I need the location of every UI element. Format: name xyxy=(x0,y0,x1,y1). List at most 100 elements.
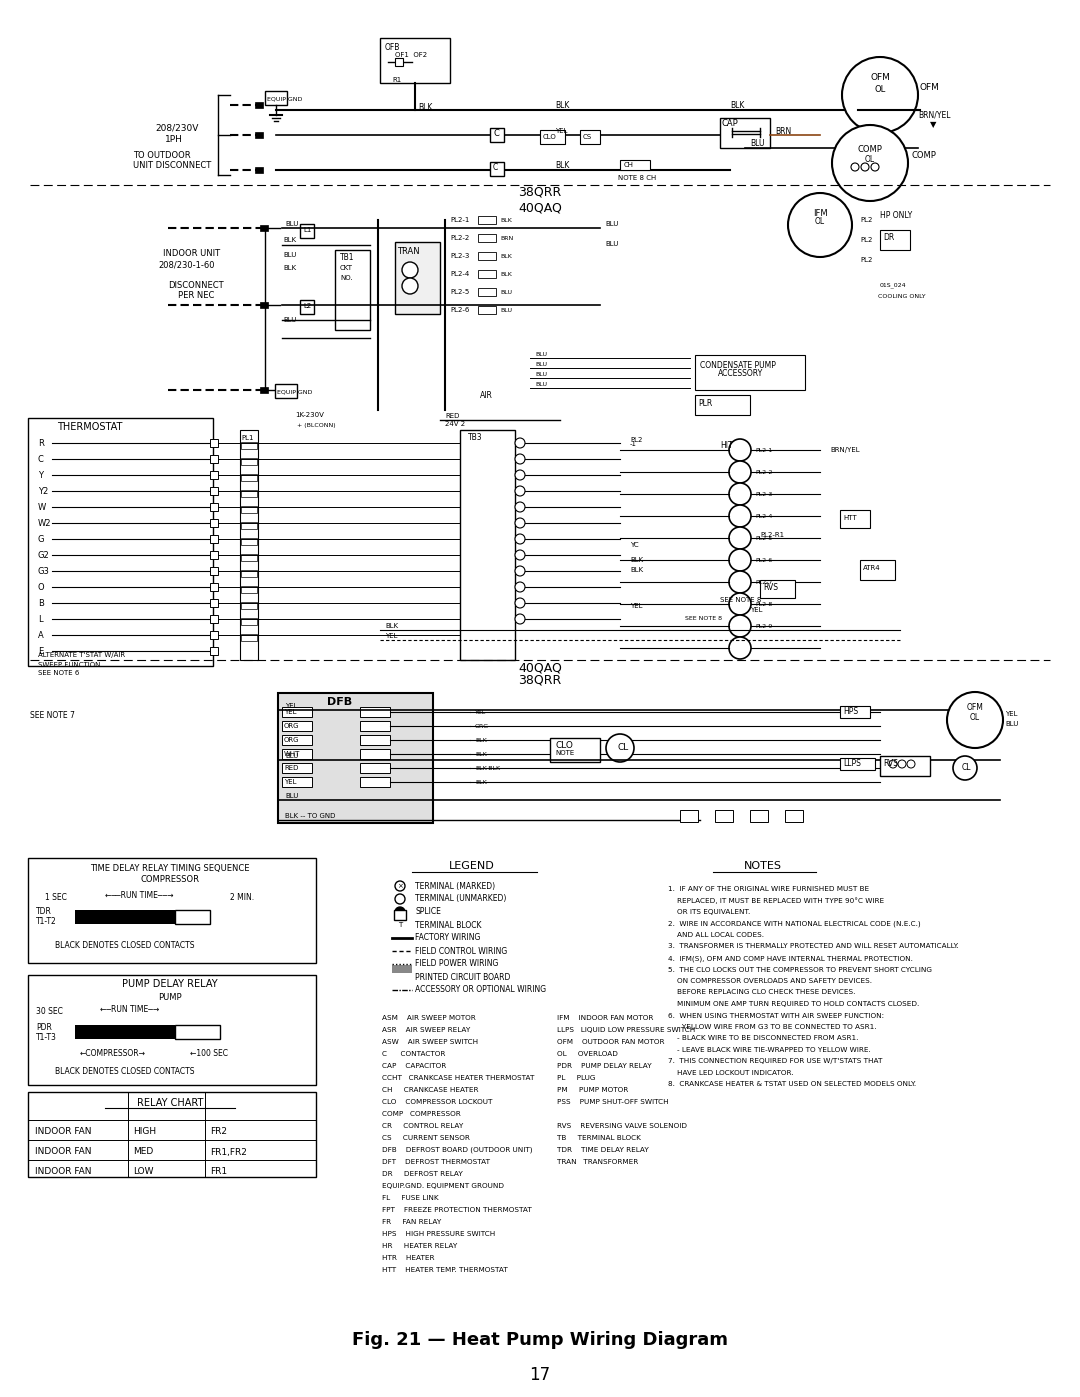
Text: AIR: AIR xyxy=(480,391,492,400)
Text: COMPRESSOR: COMPRESSOR xyxy=(140,876,200,884)
Text: C: C xyxy=(492,130,499,138)
Text: TDR    TIME DELAY RELAY: TDR TIME DELAY RELAY xyxy=(557,1147,649,1153)
Text: BLU: BLU xyxy=(535,383,546,387)
Text: FR1: FR1 xyxy=(210,1168,227,1176)
Text: DFT    DEFROST THERMOSTAT: DFT DEFROST THERMOSTAT xyxy=(382,1160,490,1165)
Text: ASR    AIR SWEEP RELAY: ASR AIR SWEEP RELAY xyxy=(382,1027,470,1032)
Circle shape xyxy=(729,504,751,527)
Bar xyxy=(840,510,870,528)
Text: G: G xyxy=(38,535,44,543)
Text: REPLACED, IT MUST BE REPLACED WITH TYPE 90°C WIRE: REPLACED, IT MUST BE REPLACED WITH TYPE … xyxy=(669,897,885,904)
Text: 208/230V: 208/230V xyxy=(156,123,199,133)
Circle shape xyxy=(953,756,977,780)
Text: PL2-4: PL2-4 xyxy=(450,271,469,277)
Text: PDR    PUMP DELAY RELAY: PDR PUMP DELAY RELAY xyxy=(557,1063,651,1069)
Bar xyxy=(360,777,390,787)
Text: CS: CS xyxy=(583,134,592,140)
Text: DFB    DEFROST BOARD (OUTDOOR UNIT): DFB DEFROST BOARD (OUTDOOR UNIT) xyxy=(382,1147,532,1154)
Text: BLK: BLK xyxy=(384,623,399,629)
Bar xyxy=(275,384,297,398)
Text: WHT: WHT xyxy=(284,752,300,757)
Text: COMP: COMP xyxy=(912,151,936,159)
Text: OFM: OFM xyxy=(967,704,984,712)
Text: Y: Y xyxy=(38,471,43,479)
Text: CH: CH xyxy=(624,162,634,168)
Text: TIME DELAY RELAY TIMING SEQUENCE: TIME DELAY RELAY TIMING SEQUENCE xyxy=(91,863,249,873)
Text: HIT: HIT xyxy=(720,440,732,450)
Text: YEL: YEL xyxy=(285,703,297,710)
Circle shape xyxy=(729,439,751,461)
Text: Fig. 21 — Heat Pump Wiring Diagram: Fig. 21 — Heat Pump Wiring Diagram xyxy=(352,1331,728,1350)
Text: CAP    CAPACITOR: CAP CAPACITOR xyxy=(382,1063,446,1069)
Circle shape xyxy=(729,592,751,615)
Text: W: W xyxy=(38,503,46,511)
Text: 17: 17 xyxy=(529,1366,551,1384)
Bar xyxy=(335,250,370,330)
Text: HTT: HTT xyxy=(843,515,856,521)
Text: DR     DEFROST RELAY: DR DEFROST RELAY xyxy=(382,1171,462,1178)
Text: YEL: YEL xyxy=(284,780,297,785)
Bar xyxy=(282,735,312,745)
Bar xyxy=(278,693,433,823)
Bar xyxy=(210,520,218,527)
Bar xyxy=(241,458,257,465)
Text: TDR: TDR xyxy=(36,908,52,916)
Bar xyxy=(860,560,895,580)
Text: - YELLOW WIRE FROM G3 TO BE CONNECTED TO ASR1.: - YELLOW WIRE FROM G3 TO BE CONNECTED TO… xyxy=(669,1024,877,1030)
Text: CLO: CLO xyxy=(555,740,572,750)
Bar xyxy=(210,550,218,559)
Text: RVS: RVS xyxy=(883,760,897,768)
Circle shape xyxy=(395,894,405,904)
Text: OL: OL xyxy=(815,218,825,226)
Bar xyxy=(241,555,257,562)
Text: BLK: BLK xyxy=(475,752,487,757)
Circle shape xyxy=(515,439,525,448)
Text: PRINTED CIRCUIT BOARD: PRINTED CIRCUIT BOARD xyxy=(415,972,511,982)
Text: CR     CONTROL RELAY: CR CONTROL RELAY xyxy=(382,1123,463,1129)
Text: 1.  IF ANY OF THE ORIGINAL WIRE FURNISHED MUST BE: 1. IF ANY OF THE ORIGINAL WIRE FURNISHED… xyxy=(669,886,869,893)
Text: BLK: BLK xyxy=(283,237,296,243)
Text: L: L xyxy=(38,615,42,623)
Bar xyxy=(550,738,600,761)
Text: BRN: BRN xyxy=(500,236,513,240)
Text: COMP   COMPRESSOR: COMP COMPRESSOR xyxy=(382,1111,461,1118)
Text: NO.: NO. xyxy=(340,275,353,281)
Text: IFM    INDOOR FAN MOTOR: IFM INDOOR FAN MOTOR xyxy=(557,1016,653,1021)
Bar xyxy=(241,506,257,513)
Text: E: E xyxy=(38,647,43,655)
Text: PDR: PDR xyxy=(36,1023,52,1031)
Bar xyxy=(300,300,314,314)
Text: BLK: BLK xyxy=(475,738,487,742)
Text: BLK: BLK xyxy=(555,162,569,170)
Text: CONDENSATE PUMP: CONDENSATE PUMP xyxy=(700,360,775,369)
Bar xyxy=(175,909,210,923)
Text: 40QAQ: 40QAQ xyxy=(518,662,562,675)
Text: ACCESSORY OR OPTIONAL WIRING: ACCESSORY OR OPTIONAL WIRING xyxy=(415,985,546,995)
Text: PM     PUMP MOTOR: PM PUMP MOTOR xyxy=(557,1087,629,1092)
Text: PL2: PL2 xyxy=(860,257,873,263)
Bar xyxy=(282,777,312,787)
Text: ←COMPRESSOR→: ←COMPRESSOR→ xyxy=(80,1049,146,1058)
Circle shape xyxy=(515,615,525,624)
Text: BLACK DENOTES CLOSED CONTACTS: BLACK DENOTES CLOSED CONTACTS xyxy=(55,940,194,950)
Bar xyxy=(380,38,450,82)
Bar xyxy=(210,471,218,479)
Bar xyxy=(360,763,390,773)
Text: BLK: BLK xyxy=(418,102,432,112)
Text: T1-T3: T1-T3 xyxy=(36,1032,57,1042)
Circle shape xyxy=(402,263,418,278)
Text: FL     FUSE LINK: FL FUSE LINK xyxy=(382,1194,438,1201)
Bar xyxy=(241,634,257,641)
Text: RED: RED xyxy=(284,766,298,771)
Text: BLK -- TO GND: BLK -- TO GND xyxy=(285,813,336,819)
Text: IFM: IFM xyxy=(812,208,827,218)
Bar xyxy=(282,707,312,717)
Text: PL     PLUG: PL PLUG xyxy=(557,1076,595,1081)
Bar xyxy=(395,59,403,66)
Text: PL2-7: PL2-7 xyxy=(755,580,772,584)
Text: BLK: BLK xyxy=(283,265,296,271)
Bar xyxy=(580,130,600,144)
Text: 40QAQ: 40QAQ xyxy=(518,201,562,215)
Text: RVS: RVS xyxy=(762,584,778,592)
Text: PL2: PL2 xyxy=(860,217,873,224)
